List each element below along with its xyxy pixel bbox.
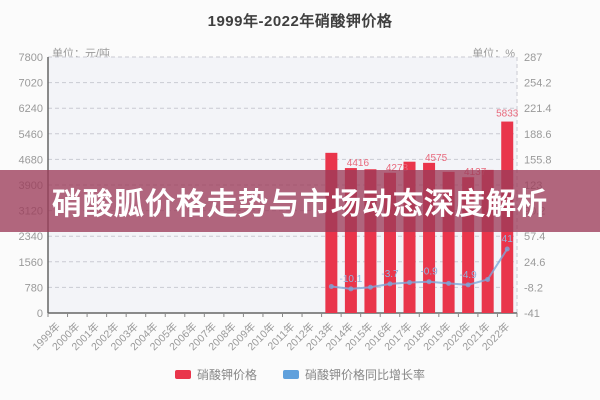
legend-swatch-line bbox=[283, 370, 299, 379]
bar-value-label: 5833 bbox=[496, 109, 519, 120]
growth-line-point bbox=[387, 281, 393, 287]
legend-item-price[interactable]: 硝酸钾价格 bbox=[174, 366, 257, 383]
right-axis-tick-label: 188.6 bbox=[524, 129, 552, 141]
right-axis-tick-label: 287 bbox=[524, 52, 542, 64]
line-value-label: 41 bbox=[502, 234, 514, 245]
legend-swatch-bar bbox=[174, 370, 191, 379]
legend-label-growth: 硝酸钾价格同比增长率 bbox=[305, 368, 426, 382]
left-axis-tick-label: 4680 bbox=[19, 154, 43, 166]
left-axis-tick-label: 6240 bbox=[19, 103, 43, 115]
growth-line-point bbox=[407, 280, 413, 286]
left-axis-tick-label: 0 bbox=[37, 308, 43, 320]
headline-banner: 硝酸胍价格走势与市场动态深度解析 bbox=[0, 170, 600, 232]
growth-line-point bbox=[426, 279, 432, 285]
left-axis-tick-label: 5460 bbox=[19, 129, 43, 141]
bar-value-label: 4575 bbox=[425, 153, 448, 164]
growth-line bbox=[331, 248, 509, 290]
legend-label-price: 硝酸钾价格 bbox=[196, 368, 257, 382]
right-axis-tick-label: 155.8 bbox=[524, 154, 552, 166]
growth-line-point bbox=[446, 280, 452, 286]
line-value-label: -3.7 bbox=[381, 269, 399, 280]
left-axis-tick-label: 2340 bbox=[19, 231, 43, 243]
right-axis-tick-label: 254.2 bbox=[524, 78, 552, 90]
line-value-label: -10.1 bbox=[339, 274, 362, 285]
left-axis-tick-label: 7800 bbox=[19, 52, 43, 64]
bar-value-label: 4416 bbox=[347, 158, 370, 169]
line-value-label: -4.9 bbox=[460, 270, 478, 281]
growth-line-point bbox=[504, 246, 510, 252]
left-axis-tick-label: 1560 bbox=[19, 257, 43, 269]
left-axis-tick-label: 780 bbox=[25, 282, 43, 294]
line-value-label: -0.9 bbox=[420, 267, 438, 278]
legend-item-growth[interactable]: 硝酸钾价格同比增长率 bbox=[283, 366, 425, 383]
right-axis-tick-label: 57.4 bbox=[524, 231, 545, 243]
growth-line-point bbox=[465, 282, 471, 288]
left-axis-tick-label: 7020 bbox=[19, 78, 43, 90]
bar-value-label: 4273 bbox=[386, 163, 409, 174]
right-axis-tick-label: 221.4 bbox=[524, 103, 552, 115]
right-axis-tick-label: 24.6 bbox=[524, 257, 545, 269]
growth-line-point bbox=[348, 286, 354, 292]
right-axis-tick-label: -41 bbox=[524, 308, 540, 320]
growth-line-point bbox=[367, 284, 373, 290]
right-axis-tick-label: -8.2 bbox=[524, 282, 543, 294]
page-title: 1999年-2022年硝酸钾价格 bbox=[207, 13, 393, 30]
growth-line-point bbox=[485, 276, 491, 282]
chart-legend: 硝酸钾价格 硝酸钾价格同比增长率 bbox=[0, 366, 600, 383]
headline-text: 硝酸胍价格走势与市场动态深度解析 bbox=[52, 188, 548, 221]
growth-line-point bbox=[328, 283, 334, 289]
